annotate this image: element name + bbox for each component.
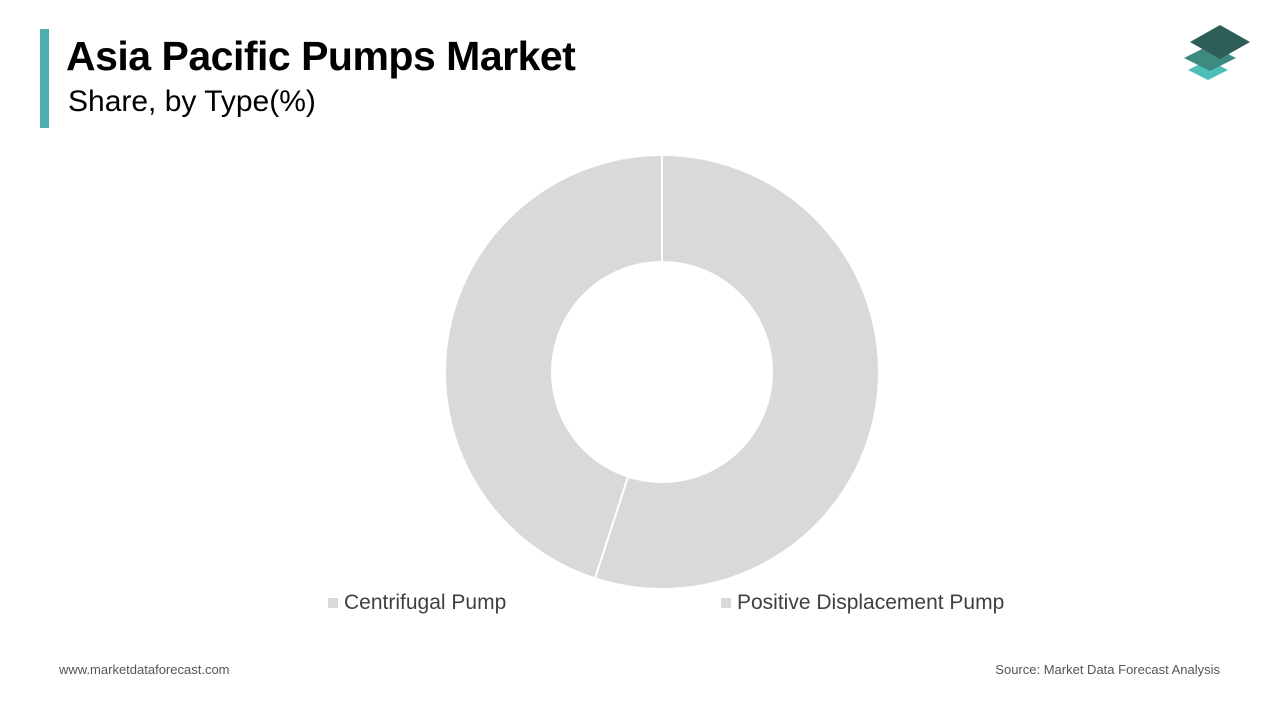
legend-swatch-positive-displacement-pump (721, 598, 731, 608)
legend-label-centrifugal-pump: Centrifugal Pump (344, 591, 507, 614)
footer-source: Source: Market Data Forecast Analysis (995, 662, 1220, 677)
footer-website: www.marketdataforecast.com (59, 662, 230, 677)
brand-logo-icon (1184, 25, 1250, 80)
donut-slice-centrifugal-pump (444, 153, 663, 580)
legend-label-positive-displacement-pump: Positive Displacement Pump (737, 591, 1005, 614)
title-accent-bar (40, 29, 49, 128)
legend-item-centrifugal-pump: Centrifugal Pump (328, 591, 506, 615)
page-title: Asia Pacific Pumps Market (66, 33, 576, 79)
donut-slice-positive-displacement-pump (593, 153, 880, 590)
page-subtitle: Share, by Type(%) (68, 85, 316, 118)
legend-item-positive-displacement-pump: Positive Displacement Pump (721, 591, 1004, 615)
logo-layer-top (1190, 25, 1250, 59)
legend-swatch-centrifugal-pump (328, 598, 338, 608)
